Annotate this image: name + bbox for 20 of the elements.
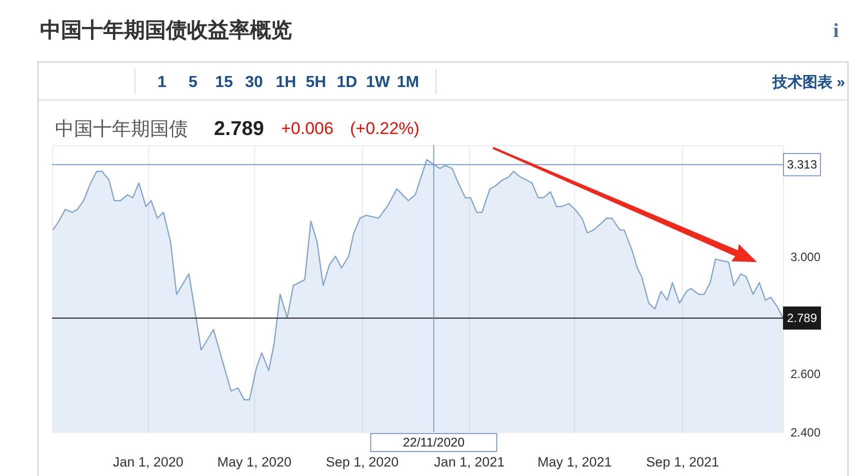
text: (+0.22%) — [350, 119, 420, 138]
text: i — [833, 20, 840, 42]
y-tick-label: 2.600 — [790, 366, 821, 381]
x-tick-label: May 1, 2021 — [537, 454, 612, 470]
y-tick-label: 3.000 — [790, 250, 821, 264]
text: 2.789 — [214, 118, 264, 140]
y-tick-label: 2.400 — [790, 426, 821, 440]
ref-line-label: 22/11/2020 — [402, 436, 465, 450]
chart-title: 中国十年期国债收益率概览 — [40, 18, 292, 42]
chart-subtitle: 中国十年期国债 — [55, 119, 188, 140]
text: +0.006 — [281, 119, 334, 138]
ref-line-label: 2.789 — [786, 311, 818, 326]
x-tick-label: Sep 1, 2021 — [646, 454, 719, 470]
x-tick-label: Sep 1, 2020 — [326, 454, 399, 470]
x-tick-label: Jan 1, 2021 — [434, 454, 505, 470]
text: 技术图表 » — [771, 74, 845, 91]
ref-line-label: 3.313 — [786, 158, 818, 172]
text: 1 5 15 30 1H 5H 1D 1W 1M — [158, 74, 420, 91]
x-tick-label: May 1, 2020 — [217, 454, 292, 470]
x-tick-label: Jan 1, 2020 — [112, 454, 184, 470]
